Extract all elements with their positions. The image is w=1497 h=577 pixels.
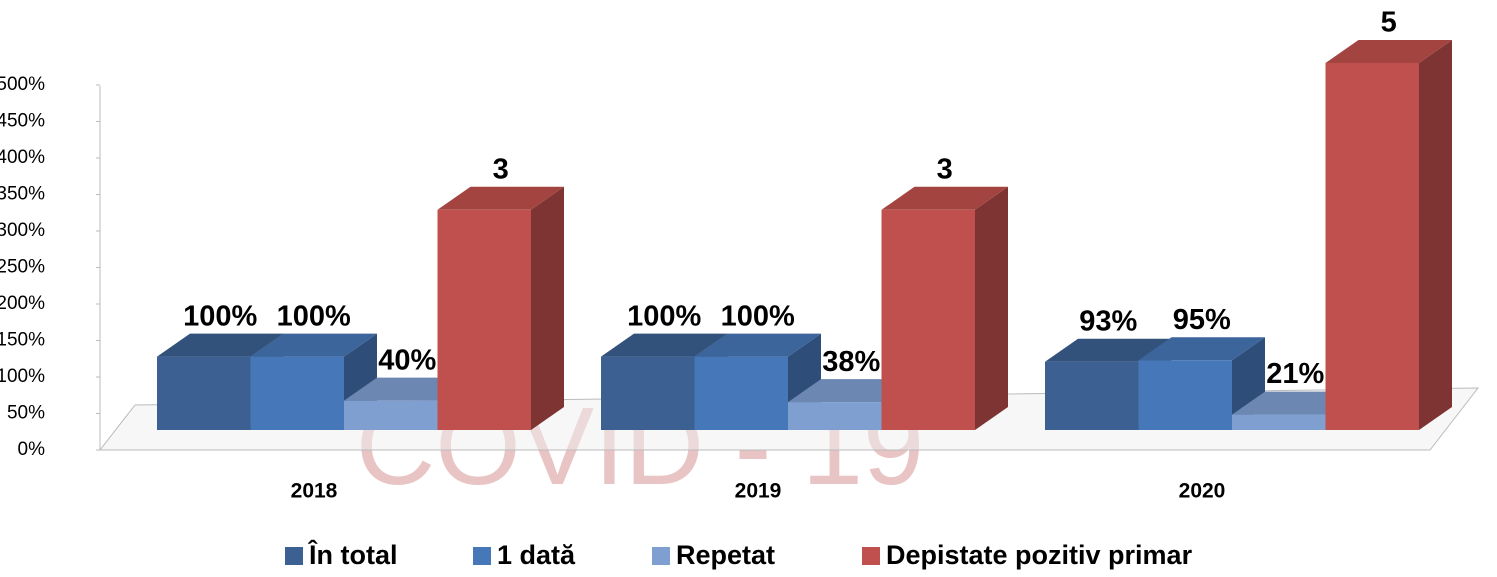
bar — [438, 210, 532, 430]
bar-side — [975, 187, 1008, 430]
bar — [1045, 362, 1139, 430]
bar — [601, 357, 695, 430]
chart: COVID - 19 0%50%100%150%200%250%300%350%… — [0, 0, 1497, 577]
bar — [1139, 360, 1233, 430]
y-tick-label: 500% — [0, 74, 45, 95]
x-tick-label: 2019 — [735, 480, 782, 503]
value-label: 3 — [493, 153, 509, 185]
y-tick-label: 450% — [0, 111, 45, 132]
bar — [1326, 63, 1420, 430]
x-tick-label: 2020 — [1179, 480, 1226, 503]
legend-swatch — [652, 547, 670, 565]
value-label: 40% — [378, 344, 436, 376]
legend-swatch — [862, 547, 880, 565]
value-label: 38% — [822, 346, 880, 378]
value-label: 3 — [937, 153, 953, 185]
legend-swatch — [285, 547, 303, 565]
value-label: 100% — [721, 300, 795, 332]
value-label: 5 — [1381, 7, 1397, 39]
value-label: 95% — [1173, 304, 1231, 336]
legend-label: În total — [307, 539, 398, 570]
x-tick-label: 2018 — [291, 480, 338, 503]
y-tick-label: 250% — [0, 257, 45, 278]
y-tick-label: 150% — [0, 330, 45, 351]
y-tick-label: 400% — [0, 147, 45, 168]
value-label: 93% — [1079, 305, 1137, 337]
legend-swatch — [473, 547, 491, 565]
bar — [695, 357, 789, 430]
y-tick-label: 50% — [7, 403, 45, 424]
y-tick-label: 350% — [0, 184, 45, 205]
bar-side — [1419, 40, 1452, 430]
value-label: 21% — [1266, 358, 1324, 390]
legend-label: Repetat — [676, 540, 775, 570]
bar — [882, 210, 976, 430]
legend-label: Depistate pozitiv primar — [886, 540, 1193, 570]
y-tick-label: 200% — [0, 293, 45, 314]
value-label: 100% — [627, 300, 701, 332]
value-label: 100% — [277, 300, 351, 332]
bar — [788, 402, 882, 430]
bar — [1232, 415, 1326, 430]
legend-label: 1 dată — [497, 540, 576, 570]
bar — [344, 401, 438, 430]
bar-side — [531, 187, 564, 430]
bar — [157, 357, 251, 430]
y-tick-label: 0% — [18, 439, 46, 460]
value-label: 100% — [183, 300, 257, 332]
bar — [251, 357, 345, 430]
y-tick-label: 100% — [0, 366, 45, 387]
y-tick-label: 300% — [0, 220, 45, 241]
